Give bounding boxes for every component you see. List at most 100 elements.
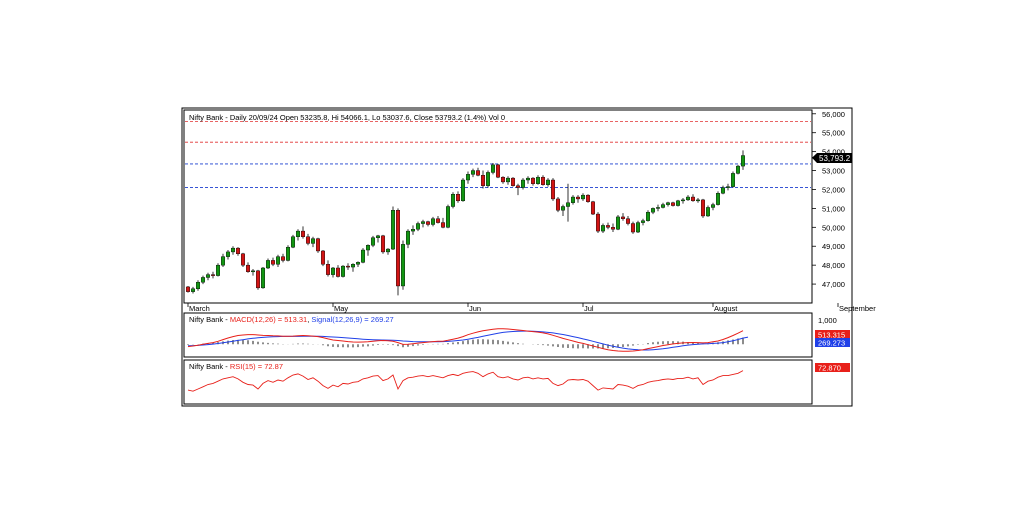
rsi-panel xyxy=(183,359,813,405)
candle-body xyxy=(526,177,531,181)
signal-value-flag xyxy=(815,338,850,347)
candle-body xyxy=(296,230,301,237)
candle-body xyxy=(601,225,606,232)
candle-body xyxy=(401,244,406,287)
candle-body xyxy=(250,270,255,273)
y-tick-label: 49,000 xyxy=(822,242,845,251)
candle-body xyxy=(476,170,481,176)
rsi-value-label: 72.870 xyxy=(818,364,841,373)
candle-body xyxy=(436,218,441,223)
candles xyxy=(185,150,746,296)
candle-body xyxy=(271,260,276,265)
candle-body xyxy=(661,204,666,208)
candle-body xyxy=(666,202,671,205)
candle-body xyxy=(701,199,706,217)
last-close-marker: 53,793.2 xyxy=(812,153,852,163)
candle-body xyxy=(686,196,691,201)
rsi-value-flags: 72.870 xyxy=(815,363,850,373)
candle-body xyxy=(566,202,571,207)
candle-body xyxy=(486,172,491,186)
candle-body xyxy=(496,164,501,178)
candle-body xyxy=(276,256,281,265)
candle-body xyxy=(521,179,526,188)
candle-body xyxy=(205,274,210,278)
candle-body xyxy=(656,207,661,209)
x-tick-label: May xyxy=(334,304,348,313)
candle-body xyxy=(581,194,586,200)
candle-body xyxy=(441,222,446,228)
signal-value-label: 269.273 xyxy=(818,339,845,348)
candle-body xyxy=(586,194,591,202)
y-tick-label: 47,000 xyxy=(822,280,845,289)
y-tick-label: 56,000 xyxy=(822,110,845,119)
candle-body xyxy=(536,176,541,184)
candle-body xyxy=(596,213,601,232)
candle-body xyxy=(711,204,716,208)
candle-body xyxy=(306,236,311,244)
x-tick-label: August xyxy=(714,304,738,313)
price-y-axis: 56,000 55,000 54,000 53,000 52,000 51,000 50,0… xyxy=(812,110,845,289)
candle-body xyxy=(381,235,386,253)
candle-body xyxy=(541,176,546,185)
candle-body xyxy=(606,225,611,228)
candle-body xyxy=(556,198,561,211)
candle-body xyxy=(366,245,371,251)
candle-body xyxy=(266,260,271,269)
x-tick-label: March xyxy=(189,304,210,313)
candle-body xyxy=(491,164,496,173)
candle-body xyxy=(626,218,631,224)
candle-body xyxy=(200,277,205,283)
candle-body xyxy=(481,175,486,186)
candle-body xyxy=(386,248,391,253)
candle-body xyxy=(726,186,731,188)
candle-body xyxy=(411,229,416,232)
candle-body xyxy=(311,238,316,244)
candle-body xyxy=(741,155,746,167)
candle-body xyxy=(706,207,711,217)
x-tick-label: September xyxy=(839,304,876,313)
candle-body xyxy=(571,196,576,203)
candle-body xyxy=(376,235,381,238)
candle-body xyxy=(446,206,451,228)
candle-body xyxy=(501,176,506,183)
last-close-flag xyxy=(812,153,852,163)
candle-body xyxy=(346,265,351,268)
y-tick-label: 54,000 xyxy=(822,148,845,157)
candle-body xyxy=(220,256,225,266)
candle-body xyxy=(301,230,306,237)
candle-body xyxy=(261,267,266,289)
candle-body xyxy=(721,187,726,194)
candle-body xyxy=(691,196,696,202)
y-tick-label: 55,000 xyxy=(822,129,845,138)
candle-body xyxy=(371,237,376,246)
candle-body xyxy=(631,223,636,233)
candle-body xyxy=(361,249,366,263)
macd-panel-title: Nifty Bank - MACD(12,26) = 513.31, Signa… xyxy=(189,315,394,324)
candle-body xyxy=(451,194,456,207)
candle-body xyxy=(671,202,676,206)
price-panel xyxy=(183,109,813,304)
candle-body xyxy=(616,216,621,230)
y-tick-label: 50,000 xyxy=(822,223,845,232)
candle-body xyxy=(506,177,511,183)
candle-body xyxy=(406,230,411,245)
candle-body xyxy=(591,201,596,215)
candle-body xyxy=(696,199,701,202)
candle-body xyxy=(391,210,396,250)
candle-body xyxy=(516,185,521,188)
x-tick-label: Jun xyxy=(469,304,481,313)
macd-layer xyxy=(187,328,749,352)
y-tick-label: 52,000 xyxy=(822,185,845,194)
candle-body xyxy=(456,194,461,202)
y-tick-label: 53,000 xyxy=(822,167,845,176)
candle-body xyxy=(426,221,431,225)
candle-body xyxy=(731,173,736,187)
candle-body xyxy=(356,262,361,265)
candle-body xyxy=(225,251,230,257)
candle-body xyxy=(511,177,516,186)
y-tick-label: 51,000 xyxy=(822,204,845,213)
candle-body xyxy=(256,270,261,289)
candle-body xyxy=(240,253,245,266)
candle-body xyxy=(245,264,250,272)
candle-body xyxy=(551,179,556,200)
